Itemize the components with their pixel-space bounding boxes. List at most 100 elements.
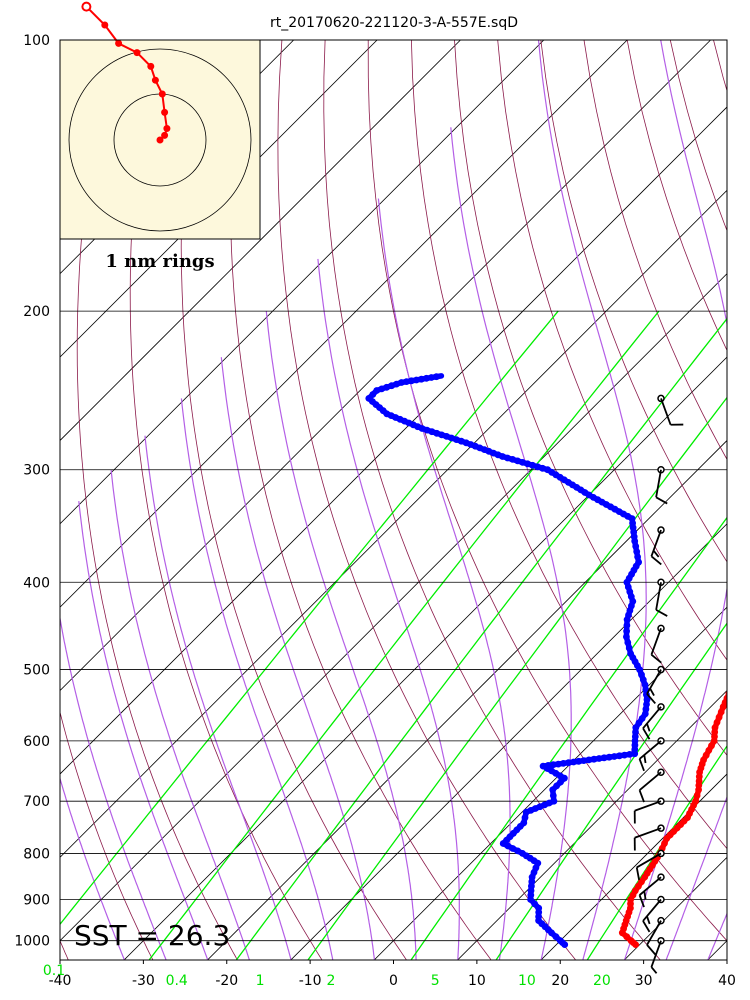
dry-adiabat-line [229, 40, 492, 960]
dewpoint-point [433, 373, 440, 381]
wind-barb-flag [643, 754, 647, 764]
hodograph-point [151, 76, 159, 84]
dewpoint-point [585, 756, 593, 764]
wind-barb-flag [650, 555, 662, 566]
moist-adiabat-line [60, 615, 167, 960]
dewpoint-point [413, 376, 420, 384]
dewpoint-point [605, 753, 613, 761]
hodograph-point [101, 21, 109, 29]
dry-adiabat-line [540, 40, 727, 563]
temperature-point [732, 666, 739, 673]
wind-barb-staff [642, 706, 662, 729]
dewpoint-point [610, 753, 618, 760]
dewpoint-point [623, 633, 630, 641]
temperature-tick-label: -30 [132, 973, 155, 989]
hodograph-ring-2 [68, 48, 252, 232]
dewpoint-point [575, 757, 583, 765]
isotherm-line [60, 40, 461, 442]
mixing-ratio-tick-label: 0.4 [166, 973, 188, 989]
wind-barb-flag [638, 894, 645, 908]
temperature-tick-label: -40 [49, 973, 72, 989]
dewpoint-point [627, 650, 634, 657]
dewpoint-point [625, 644, 633, 652]
mixing-ratio-tick-label: 10 [518, 973, 536, 989]
dry-adiabat-line [454, 40, 727, 756]
pressure-tick-label: 500 [23, 663, 50, 679]
temperature-point [723, 694, 727, 702]
mixing-ratio-line [235, 317, 727, 960]
isotherm-line [60, 189, 727, 858]
dry-adiabat-line [583, 40, 727, 461]
isotherm-line [124, 356, 727, 960]
temperature-point [717, 708, 725, 716]
dry-adiabat-line [60, 939, 69, 960]
pressure-tick-label: 800 [23, 846, 50, 862]
mixing-ratio-tick-label: 2 [327, 973, 336, 989]
wind-barb-flag [635, 867, 640, 881]
wind-barb [646, 665, 665, 705]
mixing-ratio-tick-label: 0.1 [43, 963, 65, 979]
wind-barb-flag [650, 966, 658, 974]
moist-adiabat-line [144, 435, 292, 960]
temperature-point [736, 638, 743, 645]
dewpoint-point [641, 681, 649, 689]
dewpoint-point [634, 553, 641, 561]
dewpoint-point [554, 760, 562, 768]
hodograph-top-marker [81, 1, 92, 12]
dewpoint-point [570, 758, 577, 766]
temperature-point [731, 661, 738, 668]
wind-barb-flag [642, 920, 651, 933]
wind-barb-staff [634, 827, 662, 839]
mixing-ratio-tick-label: 5 [431, 973, 440, 989]
wind-barb [642, 703, 665, 740]
dewpoint-point [520, 819, 528, 827]
dry-adiabat-line [60, 40, 154, 960]
temperature-point [715, 713, 723, 721]
dewpoint-point [621, 751, 628, 759]
dry-adiabat-line [367, 40, 727, 942]
dewpoint-point [639, 676, 647, 684]
dewpoint-point [408, 377, 415, 385]
dry-adiabat-line [180, 40, 407, 960]
wind-barb-staff [638, 771, 662, 791]
temperature-tick-label: -20 [215, 973, 238, 989]
isotherm-line [457, 690, 727, 960]
isotherm-line [0, 40, 44, 960]
temperature-point [739, 633, 746, 640]
mixing-ratio-line [60, 310, 559, 926]
hodograph-point [158, 90, 166, 98]
mixing-ratio-line [307, 396, 727, 960]
wind-barb-staff [634, 800, 662, 812]
isotherm-line [60, 40, 545, 525]
hodograph-point [156, 136, 164, 144]
dewpoint-point [632, 542, 640, 550]
temperature-point [730, 646, 737, 653]
dry-adiabat-line [411, 40, 727, 850]
mixing-ratio-tick-label: 20 [593, 973, 611, 989]
dewpoint-point [635, 558, 642, 566]
wind-barb-staff [646, 669, 662, 695]
dewpoint-point [423, 374, 430, 382]
wind-barb [655, 578, 668, 617]
hodograph-point [147, 62, 155, 70]
dewpoint-point [428, 374, 435, 381]
wind-barb [633, 824, 665, 851]
dewpoint-point [560, 760, 567, 767]
wind-barb-staff [650, 940, 662, 968]
temperature-tick-label: 0 [389, 973, 398, 989]
wind-barb-flag [646, 693, 656, 705]
wind-barb-flag [638, 758, 645, 772]
dewpoint-point [521, 814, 529, 821]
wind-barb-staff [638, 740, 662, 760]
temperature-point [713, 719, 721, 726]
dewpoint-point [556, 937, 564, 945]
dewpoint-point [535, 904, 543, 912]
dewpoint-point [552, 933, 560, 941]
isotherm-line [60, 40, 711, 692]
wind-barb-staff [642, 898, 662, 922]
moist-adiabat-line [317, 258, 460, 960]
temperature-tick-label: -10 [299, 973, 322, 989]
wind-barb-flag [643, 891, 647, 900]
temperature-point [741, 629, 748, 636]
